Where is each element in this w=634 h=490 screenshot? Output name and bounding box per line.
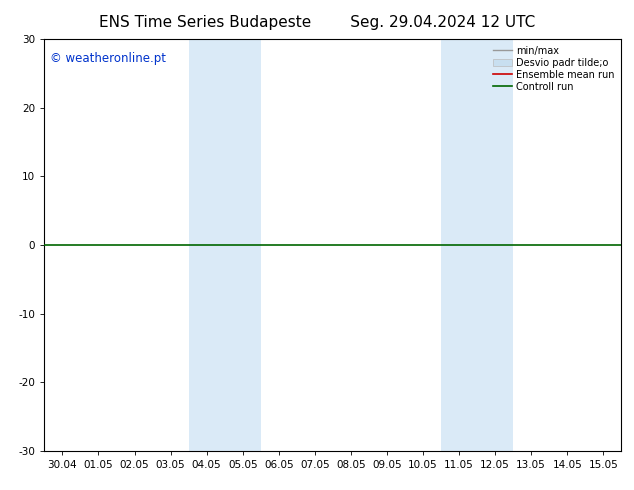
Text: ENS Time Series Budapeste        Seg. 29.04.2024 12 UTC: ENS Time Series Budapeste Seg. 29.04.202… <box>99 15 535 30</box>
Bar <box>224 39 261 451</box>
Bar <box>477 39 513 451</box>
Bar <box>189 39 224 451</box>
Bar <box>441 39 477 451</box>
Legend: min/max, Desvio padr tilde;o, Ensemble mean run, Controll run: min/max, Desvio padr tilde;o, Ensemble m… <box>491 44 616 94</box>
Text: © weatheronline.pt: © weatheronline.pt <box>50 51 166 65</box>
